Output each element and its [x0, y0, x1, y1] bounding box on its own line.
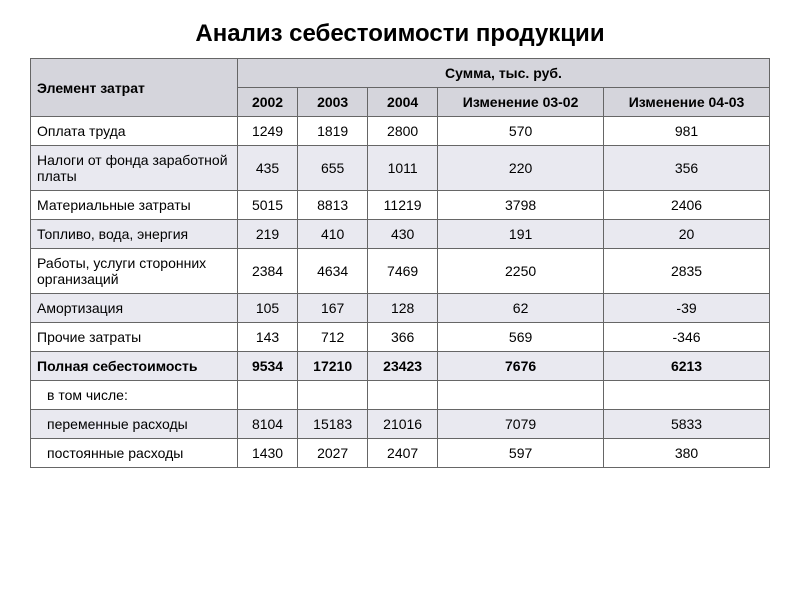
cell: 3798 — [438, 191, 604, 220]
row-label: переменные расходы — [31, 410, 238, 439]
cell: 5015 — [237, 191, 297, 220]
cell: 128 — [368, 294, 438, 323]
table-row: в том числе: — [31, 381, 770, 410]
cell: 6213 — [604, 352, 770, 381]
cell: 2835 — [604, 249, 770, 294]
table-row: переменные расходы8104151832101670795833 — [31, 410, 770, 439]
cell: 356 — [604, 146, 770, 191]
cell: 143 — [237, 323, 297, 352]
cell: 7079 — [438, 410, 604, 439]
cell: 2407 — [368, 439, 438, 468]
cell: 62 — [438, 294, 604, 323]
cell: 655 — [298, 146, 368, 191]
cell: 569 — [438, 323, 604, 352]
table-row: Топливо, вода, энергия21941043019120 — [31, 220, 770, 249]
cell: 366 — [368, 323, 438, 352]
cell: 2250 — [438, 249, 604, 294]
table-row: Налоги от фонда заработной платы43565510… — [31, 146, 770, 191]
table-row: Работы, услуги сторонних организаций2384… — [31, 249, 770, 294]
cell: 597 — [438, 439, 604, 468]
cell: 7469 — [368, 249, 438, 294]
row-label: Материальные затраты — [31, 191, 238, 220]
header-2003: 2003 — [298, 88, 368, 117]
cell: -346 — [604, 323, 770, 352]
cell: 410 — [298, 220, 368, 249]
page-title: Анализ себестоимости продукции — [30, 20, 770, 48]
table-row: Полная себестоимость95341721023423767662… — [31, 352, 770, 381]
cell: 435 — [237, 146, 297, 191]
table-body: Оплата труда124918192800570981Налоги от … — [31, 117, 770, 468]
cell: 1249 — [237, 117, 297, 146]
row-label: Работы, услуги сторонних организаций — [31, 249, 238, 294]
cell — [438, 381, 604, 410]
row-label: Оплата труда — [31, 117, 238, 146]
cell: 8104 — [237, 410, 297, 439]
cell: 8813 — [298, 191, 368, 220]
row-label: Топливо, вода, энергия — [31, 220, 238, 249]
cell: 7676 — [438, 352, 604, 381]
cell: 570 — [438, 117, 604, 146]
cell — [298, 381, 368, 410]
row-label: Прочие затраты — [31, 323, 238, 352]
cell: 1430 — [237, 439, 297, 468]
header-element: Элемент затрат — [31, 59, 238, 117]
cell: -39 — [604, 294, 770, 323]
cell: 219 — [237, 220, 297, 249]
table-row: Материальные затраты50158813112193798240… — [31, 191, 770, 220]
cell: 430 — [368, 220, 438, 249]
header-group: Сумма, тыс. руб. — [237, 59, 769, 88]
header-2004: 2004 — [368, 88, 438, 117]
cell: 23423 — [368, 352, 438, 381]
cell — [237, 381, 297, 410]
cell: 17210 — [298, 352, 368, 381]
cell: 2027 — [298, 439, 368, 468]
header-2002: 2002 — [237, 88, 297, 117]
header-change-0403: Изменение 04-03 — [604, 88, 770, 117]
cell — [368, 381, 438, 410]
row-label: постоянные расходы — [31, 439, 238, 468]
row-label: Амортизация — [31, 294, 238, 323]
cell: 2800 — [368, 117, 438, 146]
header-change-0302: Изменение 03-02 — [438, 88, 604, 117]
cell: 21016 — [368, 410, 438, 439]
cell: 20 — [604, 220, 770, 249]
cell — [604, 381, 770, 410]
cell: 220 — [438, 146, 604, 191]
cell: 380 — [604, 439, 770, 468]
cell: 5833 — [604, 410, 770, 439]
cost-analysis-table: Элемент затрат Сумма, тыс. руб. 2002 200… — [30, 58, 770, 468]
table-row: Амортизация10516712862-39 — [31, 294, 770, 323]
table-row: Прочие затраты143712366569-346 — [31, 323, 770, 352]
table-row: Оплата труда124918192800570981 — [31, 117, 770, 146]
cell: 981 — [604, 117, 770, 146]
cell: 712 — [298, 323, 368, 352]
row-label: в том числе: — [31, 381, 238, 410]
cell: 167 — [298, 294, 368, 323]
cell: 9534 — [237, 352, 297, 381]
cell: 11219 — [368, 191, 438, 220]
cell: 1819 — [298, 117, 368, 146]
cell: 191 — [438, 220, 604, 249]
cell: 105 — [237, 294, 297, 323]
table-row: постоянные расходы143020272407597380 — [31, 439, 770, 468]
cell: 4634 — [298, 249, 368, 294]
row-label: Полная себестоимость — [31, 352, 238, 381]
cell: 15183 — [298, 410, 368, 439]
row-label: Налоги от фонда заработной платы — [31, 146, 238, 191]
cell: 2406 — [604, 191, 770, 220]
cell: 1011 — [368, 146, 438, 191]
cell: 2384 — [237, 249, 297, 294]
